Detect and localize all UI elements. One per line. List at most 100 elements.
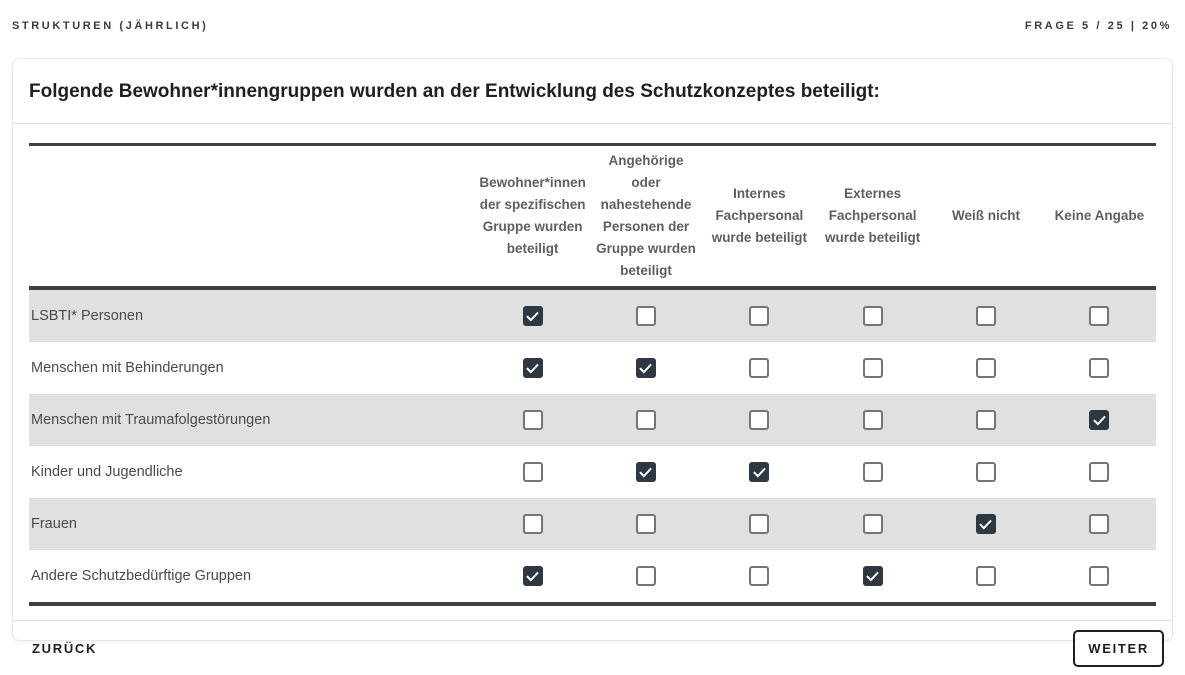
checkbox-checked[interactable] bbox=[749, 462, 770, 482]
question-card: Folgende Bewohner*innengruppen wurden an… bbox=[12, 58, 1173, 667]
checkbox-unchecked[interactable] bbox=[975, 410, 996, 430]
check-icon bbox=[639, 467, 653, 477]
checkbox-unchecked[interactable] bbox=[862, 462, 883, 482]
checkbox-cell bbox=[703, 566, 816, 586]
checkbox-cell bbox=[1043, 514, 1156, 534]
checkbox-cell bbox=[589, 514, 702, 534]
check-icon bbox=[979, 519, 993, 529]
checkbox-checked[interactable] bbox=[522, 306, 543, 326]
checkbox-checked[interactable] bbox=[522, 358, 543, 378]
check-icon bbox=[526, 363, 539, 373]
checkbox-unchecked[interactable] bbox=[749, 410, 770, 430]
checkbox-unchecked[interactable] bbox=[635, 566, 656, 586]
checkbox-cell bbox=[816, 566, 929, 586]
checkbox-unchecked[interactable] bbox=[975, 462, 996, 482]
checkbox-cell bbox=[589, 306, 702, 326]
checkbox-unchecked[interactable] bbox=[1089, 306, 1110, 326]
checkbox-cell bbox=[816, 462, 929, 482]
column-header-3: Internes Fachpersonal wurde beteiligt bbox=[711, 186, 807, 245]
checkbox-cell bbox=[1043, 410, 1156, 430]
matrix-header-row: Bewohner*innen der spezifischen Gruppe w… bbox=[29, 146, 1156, 290]
table-row: Menschen mit Traumafolgestörungen bbox=[29, 394, 1156, 446]
checkbox-cell bbox=[816, 306, 929, 326]
checkbox-unchecked[interactable] bbox=[1089, 566, 1110, 586]
title-divider bbox=[13, 123, 1172, 124]
checkbox-unchecked[interactable] bbox=[862, 410, 883, 430]
checkbox-unchecked[interactable] bbox=[749, 306, 770, 326]
column-header-5: Weiß nicht bbox=[951, 208, 1020, 223]
checkbox-cell bbox=[929, 306, 1042, 326]
checkbox-cell bbox=[1043, 566, 1156, 586]
table-row: Kinder und Jugendliche bbox=[29, 446, 1156, 498]
checkbox-cell bbox=[929, 514, 1042, 534]
checkbox-cell bbox=[816, 410, 929, 430]
checkbox-cell bbox=[1043, 462, 1156, 482]
question-title: Folgende Bewohner*innengruppen wurden an… bbox=[29, 81, 880, 102]
check-icon bbox=[753, 467, 766, 477]
check-icon bbox=[1093, 415, 1106, 425]
checkbox-unchecked[interactable] bbox=[975, 306, 996, 326]
checkbox-unchecked[interactable] bbox=[635, 514, 656, 534]
checkbox-unchecked[interactable] bbox=[635, 410, 656, 430]
row-label: Andere Schutzbedürftige Gruppen bbox=[31, 568, 252, 584]
row-label: Kinder und Jugendliche bbox=[31, 464, 183, 480]
checkbox-unchecked[interactable] bbox=[749, 358, 770, 378]
checkbox-cell bbox=[703, 306, 816, 326]
column-header-2: Angehörige oder nahestehende Personen de… bbox=[596, 153, 696, 278]
checkbox-unchecked[interactable] bbox=[975, 358, 996, 378]
checkbox-cell bbox=[703, 462, 816, 482]
checkbox-checked[interactable] bbox=[862, 566, 883, 586]
check-icon bbox=[866, 571, 879, 581]
row-label-header-empty bbox=[29, 212, 476, 220]
table-row: Andere Schutzbedürftige Gruppen bbox=[29, 550, 1156, 602]
checkbox-checked[interactable] bbox=[975, 514, 996, 534]
checkbox-cell bbox=[476, 462, 589, 482]
checkbox-checked[interactable] bbox=[635, 462, 656, 482]
checkbox-cell bbox=[929, 566, 1042, 586]
row-label: Frauen bbox=[31, 516, 77, 532]
checkbox-unchecked[interactable] bbox=[635, 306, 656, 326]
check-icon bbox=[526, 311, 539, 321]
table-row: Menschen mit Behinderungen bbox=[29, 342, 1156, 394]
checkbox-checked[interactable] bbox=[1089, 410, 1110, 430]
matrix-table: Bewohner*innen der spezifischen Gruppe w… bbox=[29, 143, 1156, 606]
checkbox-checked[interactable] bbox=[522, 566, 543, 586]
topbar: STRUKTUREN (JÄHRLICH) FRAGE 5 / 25 | 20% bbox=[12, 20, 1172, 32]
column-header-6: Keine Angabe bbox=[1054, 208, 1145, 223]
checkbox-cell bbox=[589, 566, 702, 586]
checkbox-cell bbox=[1043, 306, 1156, 326]
row-label: LSBTI* Personen bbox=[31, 308, 144, 324]
column-header-1: Bewohner*innen der spezifischen Gruppe w… bbox=[479, 175, 586, 256]
checkbox-unchecked[interactable] bbox=[1089, 358, 1110, 378]
checkbox-cell bbox=[476, 566, 589, 586]
table-row: LSBTI* Personen bbox=[29, 290, 1156, 342]
check-icon bbox=[639, 363, 653, 373]
checkbox-cell bbox=[703, 358, 816, 378]
checkbox-unchecked[interactable] bbox=[975, 566, 996, 586]
check-icon bbox=[526, 571, 539, 581]
checkbox-unchecked[interactable] bbox=[862, 358, 883, 378]
checkbox-cell bbox=[816, 358, 929, 378]
checkbox-unchecked[interactable] bbox=[749, 514, 770, 534]
checkbox-cell bbox=[703, 410, 816, 430]
checkbox-cell bbox=[703, 514, 816, 534]
checkbox-cell bbox=[476, 514, 589, 534]
checkbox-unchecked[interactable] bbox=[522, 462, 543, 482]
checkbox-cell bbox=[816, 514, 929, 534]
checkbox-cell bbox=[929, 410, 1042, 430]
checkbox-unchecked[interactable] bbox=[522, 514, 543, 534]
table-row: Frauen bbox=[29, 498, 1156, 550]
checkbox-checked[interactable] bbox=[635, 358, 656, 378]
checkbox-unchecked[interactable] bbox=[749, 566, 770, 586]
checkbox-unchecked[interactable] bbox=[862, 306, 883, 326]
checkbox-unchecked[interactable] bbox=[522, 410, 543, 430]
checkbox-cell bbox=[589, 462, 702, 482]
checkbox-unchecked[interactable] bbox=[862, 514, 883, 534]
next-button[interactable]: WEITER bbox=[1073, 629, 1164, 667]
checkbox-cell bbox=[476, 358, 589, 378]
footer-divider bbox=[13, 620, 1172, 621]
checkbox-unchecked[interactable] bbox=[1089, 514, 1110, 534]
matrix-table-wrap: Bewohner*innen der spezifischen Gruppe w… bbox=[13, 124, 1172, 620]
checkbox-unchecked[interactable] bbox=[1089, 462, 1110, 482]
back-button[interactable]: ZURÜCK bbox=[21, 632, 108, 665]
